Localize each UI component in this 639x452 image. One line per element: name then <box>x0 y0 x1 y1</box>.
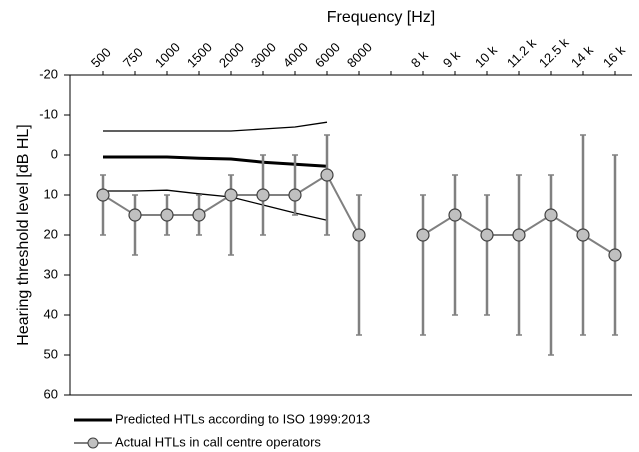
marker <box>320 168 334 182</box>
x-tick-label: 6000 <box>312 39 343 70</box>
y-tick-label: 30 <box>44 266 58 281</box>
marker <box>192 208 206 222</box>
legend-label: Predicted HTLs according to ISO 1999:201… <box>115 411 370 426</box>
marker <box>608 248 622 262</box>
y-tick-label: 60 <box>44 386 58 401</box>
x-tick-label: 8 k <box>408 47 431 70</box>
x-tick-label: 1000 <box>152 39 183 70</box>
x-tick-label: 10 k <box>472 42 500 70</box>
x-tick-label: 3000 <box>248 39 279 70</box>
marker <box>96 188 110 202</box>
series-line <box>103 121 328 132</box>
series-line <box>103 155 328 168</box>
marker <box>416 228 430 242</box>
legend-label: Actual HTLs in call centre operators <box>115 434 321 449</box>
marker <box>288 188 302 202</box>
y-tick-label: 20 <box>44 226 58 241</box>
x-tick-label: 1500 <box>184 39 215 70</box>
marker <box>352 228 366 242</box>
marker <box>512 228 526 242</box>
y-tick-label: 0 <box>51 146 58 161</box>
marker <box>256 188 270 202</box>
marker <box>480 228 494 242</box>
y-tick-label: 40 <box>44 306 58 321</box>
x-tick-label: 500 <box>88 45 114 71</box>
x-tick-label: 11.2 k <box>504 35 539 70</box>
marker <box>160 208 174 222</box>
x-tick-label: 2000 <box>216 39 247 70</box>
x-tick-label: 14 k <box>568 42 596 70</box>
marker <box>576 228 590 242</box>
marker <box>224 188 238 202</box>
x-tick-label: 12.5 k <box>536 35 572 71</box>
y-tick-label: -20 <box>39 66 58 81</box>
y-tick-label: 50 <box>44 346 58 361</box>
y-tick-label: -10 <box>39 106 58 121</box>
series-line <box>103 189 328 221</box>
x-tick-label: 4000 <box>280 39 311 70</box>
y-tick-label: 10 <box>44 186 58 201</box>
x-tick-label: 8000 <box>344 39 375 70</box>
marker <box>448 208 462 222</box>
marker <box>128 208 142 222</box>
x-tick-label: 16 k <box>600 42 628 70</box>
x-axis-title: Frequency [Hz] <box>327 9 435 26</box>
x-tick-label: 750 <box>120 45 146 71</box>
legend-marker <box>87 437 99 449</box>
marker <box>544 208 558 222</box>
y-axis-title: Hearing threshold level [dB HL] <box>15 124 32 345</box>
x-tick-label: 9 k <box>440 47 463 70</box>
